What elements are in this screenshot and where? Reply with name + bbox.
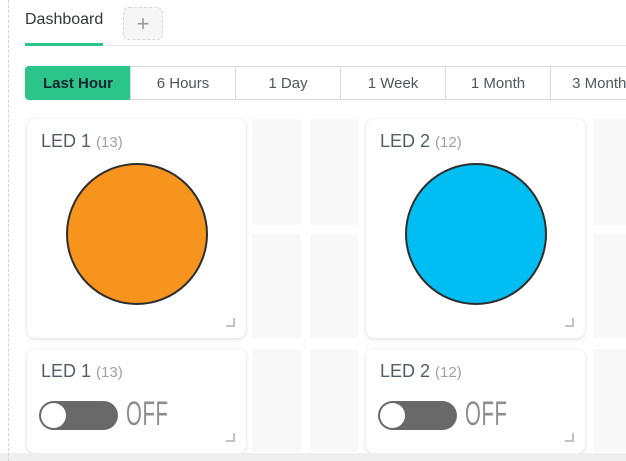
grid-cell	[252, 234, 301, 338]
plus-icon: +	[136, 11, 150, 36]
widget-title: LED 2 (12)	[380, 131, 462, 151]
widget-led2-indicator[interactable]: LED 2 (12)	[366, 119, 585, 338]
resize-handle-icon[interactable]	[226, 433, 235, 442]
grid-cell	[252, 119, 301, 225]
widget-led2-toggle[interactable]: LED 2 (12) OFF	[366, 349, 585, 453]
time-tab-last-hour[interactable]: Last Hour	[25, 66, 131, 100]
toggle-switch[interactable]	[378, 401, 457, 430]
led-indicator-circle	[65, 163, 208, 305]
widget-title: LED 2 (12)	[380, 361, 462, 381]
channel-count: (12)	[435, 364, 462, 381]
channel-count: (12)	[435, 134, 462, 151]
time-range-tabs: Last Hour 6 Hours 1 Day 1 Week 1 Month 3…	[25, 66, 626, 100]
channel-count: (13)	[96, 134, 123, 151]
toggle-state-label: OFF	[126, 395, 169, 433]
grid-cell	[310, 234, 358, 338]
widget-led1-indicator[interactable]: LED 1 (13)	[27, 119, 246, 338]
widget-title: LED 1 (13)	[41, 131, 123, 151]
page-background-strip	[0, 453, 626, 461]
time-tab-3-months[interactable]: 3 Months	[550, 66, 626, 100]
toggle-switch[interactable]	[39, 401, 118, 430]
active-tab-underline	[25, 43, 103, 46]
led-indicator-circle	[404, 163, 547, 305]
resize-handle-icon[interactable]	[565, 318, 574, 327]
resize-handle-icon[interactable]	[565, 433, 574, 442]
add-dashboard-button[interactable]: +	[123, 7, 163, 40]
resize-handle-icon[interactable]	[226, 318, 235, 327]
grid-cell	[310, 119, 358, 225]
widget-title: LED 1 (13)	[41, 361, 123, 381]
toggle-knob	[41, 403, 66, 428]
grid-cell	[310, 349, 358, 452]
toggle-state-label: OFF	[465, 395, 508, 433]
header-divider	[25, 45, 626, 46]
grid-cell	[252, 349, 301, 452]
channel-count: (13)	[96, 364, 123, 381]
toggle-knob	[380, 403, 405, 428]
grid-cell	[593, 234, 626, 338]
dashboard-tab[interactable]: Dashboard	[25, 11, 104, 28]
page-dashed-edge	[8, 0, 9, 461]
time-tab-1-month[interactable]: 1 Month	[445, 66, 551, 100]
time-tab-1-week[interactable]: 1 Week	[340, 66, 446, 100]
grid-cell	[593, 349, 626, 452]
time-tab-1-day[interactable]: 1 Day	[235, 66, 341, 100]
widget-led1-toggle[interactable]: LED 1 (13) OFF	[27, 349, 246, 453]
time-tab-6-hours[interactable]: 6 Hours	[130, 66, 236, 100]
grid-cell	[593, 119, 626, 225]
